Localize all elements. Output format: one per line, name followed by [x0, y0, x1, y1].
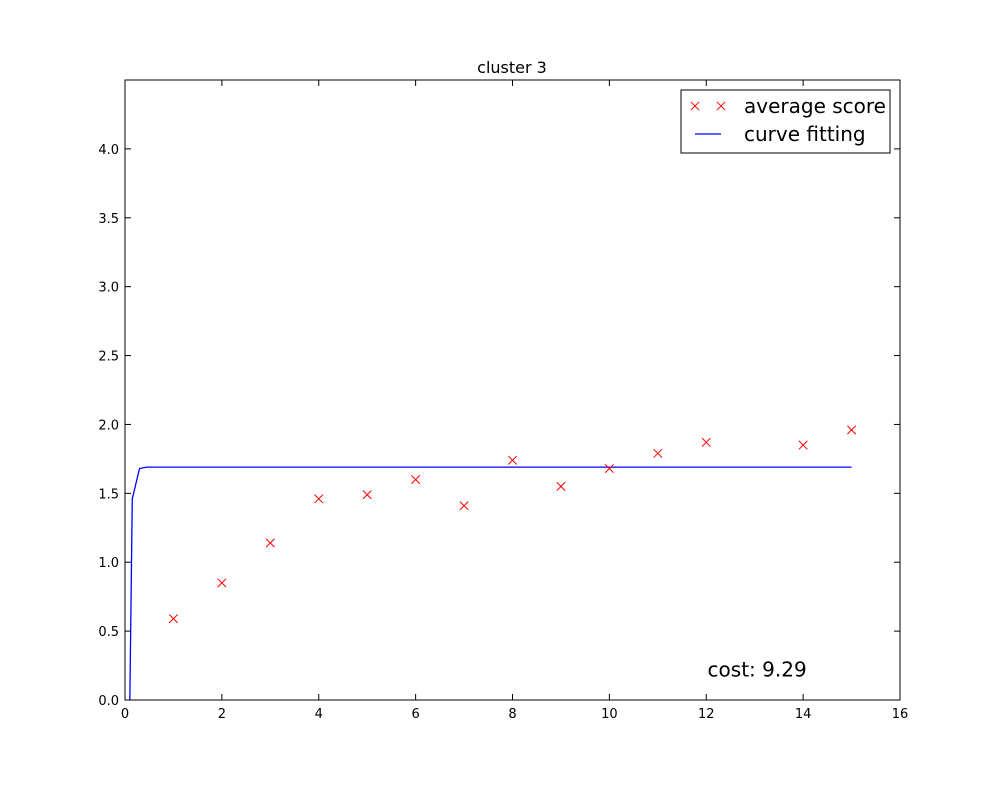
legend-label: curve fitting	[744, 122, 866, 146]
data-point-average-score	[604, 463, 614, 474]
y-tick-label: 0.5	[98, 625, 119, 640]
legend-label: average score	[744, 94, 886, 118]
series-line-curve-fitting	[129, 466, 852, 700]
legend-marker-average-score	[716, 101, 726, 111]
x-tick-label: 8	[508, 707, 516, 722]
x-tick-label: 2	[218, 707, 226, 722]
y-tick-label: 0.0	[98, 694, 119, 709]
data-point-average-score	[265, 538, 275, 548]
data-point-average-score	[847, 425, 857, 435]
y-tick-label: 2.5	[98, 350, 119, 365]
data-point-average-score	[411, 475, 421, 485]
data-point-average-score	[653, 448, 663, 458]
data-point-average-score	[798, 440, 808, 450]
data-point-average-score	[362, 490, 372, 500]
x-tick-label: 6	[411, 707, 419, 722]
data-point-average-score	[701, 437, 711, 447]
x-tick-label: 14	[795, 707, 812, 722]
y-tick-label: 3.0	[98, 281, 119, 296]
data-point-average-score	[168, 614, 178, 624]
x-tick-label: 12	[698, 707, 715, 722]
data-point-average-score	[556, 481, 566, 491]
y-tick-label: 3.5	[98, 212, 119, 227]
y-tick-label: 1.5	[98, 487, 119, 502]
cost-annotation: cost: 9.29	[708, 658, 807, 682]
x-tick-label: 16	[892, 707, 909, 722]
x-tick-label: 4	[315, 707, 323, 722]
y-tick-label: 2.0	[98, 418, 119, 433]
y-tick-label: 4.0	[98, 143, 119, 158]
legend-box	[680, 89, 891, 154]
legend-marker-average-score	[690, 101, 700, 111]
data-point-average-score	[314, 494, 324, 504]
data-point-average-score	[217, 578, 227, 588]
y-tick-label: 1.0	[98, 556, 119, 571]
plot-area: 0 2 4 6 8 10 12 14 16 0.0 0.5 1.0 1.5 2.0 2.5 3.0 3.5 4.0…	[98, 79, 909, 722]
data-point-average-score	[459, 501, 469, 511]
data-point-average-score	[507, 455, 518, 465]
chart-title: cluster 3	[477, 58, 547, 77]
x-tick-label: 0	[121, 707, 129, 722]
x-tick-label: 10	[601, 707, 618, 722]
